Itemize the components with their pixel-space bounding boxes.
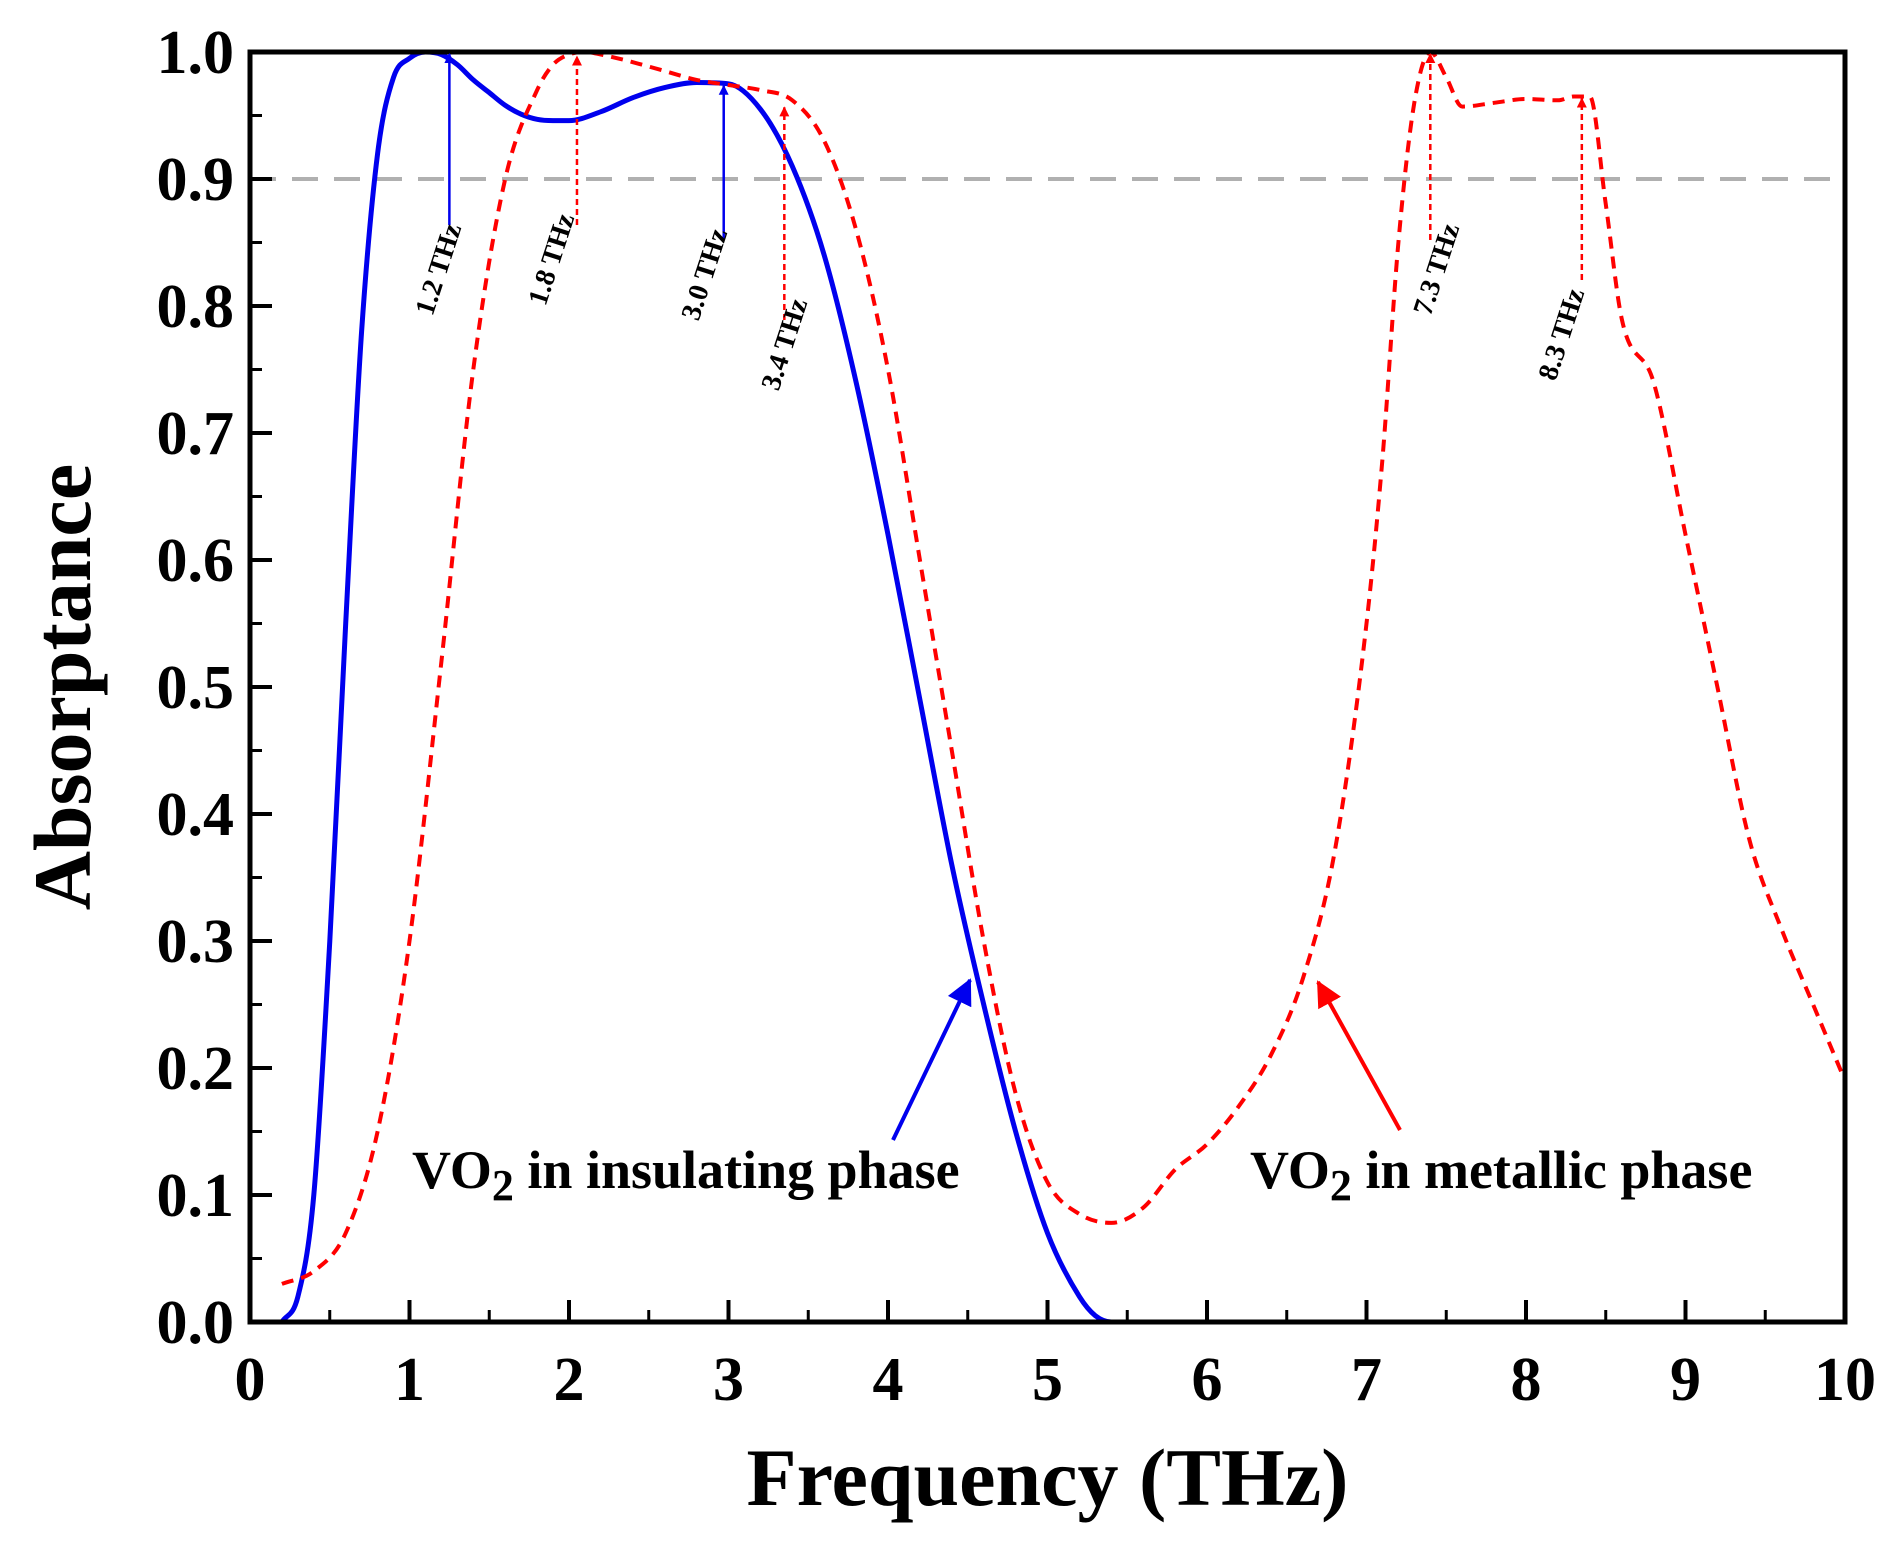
legend-label-insulating: VO2 in insulating phase — [412, 1140, 960, 1210]
peak-label: 3.0 THz — [676, 225, 735, 324]
plot-frame — [247, 49, 1848, 1325]
x-tick-label: 0 — [235, 1346, 266, 1414]
x-tick-label: 8 — [1511, 1346, 1542, 1414]
y-tick-label: 0.7 — [157, 400, 235, 468]
peak-label: 7.3 THz — [1408, 220, 1467, 319]
peak-label: 1.8 THz — [523, 210, 582, 309]
peak-label: 8.3 THz — [1533, 285, 1592, 384]
peak-label: 1.2 THz — [410, 220, 469, 319]
y-tick-label: 0.8 — [157, 273, 235, 341]
series-line-metallic — [281, 50, 1847, 1286]
y-tick-label: 0.5 — [157, 654, 235, 722]
legend-label-metallic: VO2 in metallic phase — [1250, 1140, 1752, 1210]
y-axis-title: Absorptance — [17, 464, 108, 910]
y-tick-label: 0.9 — [157, 146, 235, 214]
x-axis-title: Frequency (THz) — [747, 1432, 1349, 1523]
x-tick-label: 3 — [713, 1346, 744, 1414]
y-tick-label: 0.4 — [157, 781, 235, 849]
peak-label: 3.4 THz — [756, 295, 815, 394]
legend-pointer-metallic — [1316, 980, 1402, 1131]
y-tick-label: 0.1 — [157, 1162, 235, 1230]
legend-pointer-insulating — [891, 978, 972, 1141]
x-tick-label: 2 — [554, 1346, 585, 1414]
y-tick-label: 1.0 — [157, 19, 235, 87]
y-tick-label: 0.3 — [157, 908, 235, 976]
x-tick-label: 10 — [1814, 1346, 1876, 1414]
y-tick-label: 0.6 — [157, 527, 235, 595]
x-tick-label: 6 — [1192, 1346, 1223, 1414]
y-tick-label: 0.2 — [157, 1035, 235, 1103]
y-tick-label: 0.0 — [157, 1289, 235, 1357]
x-tick-label: 4 — [873, 1346, 904, 1414]
x-tick-label: 9 — [1670, 1346, 1701, 1414]
x-tick-label: 1 — [394, 1346, 425, 1414]
x-tick-label: 7 — [1351, 1346, 1382, 1414]
x-tick-label: 5 — [1032, 1346, 1063, 1414]
